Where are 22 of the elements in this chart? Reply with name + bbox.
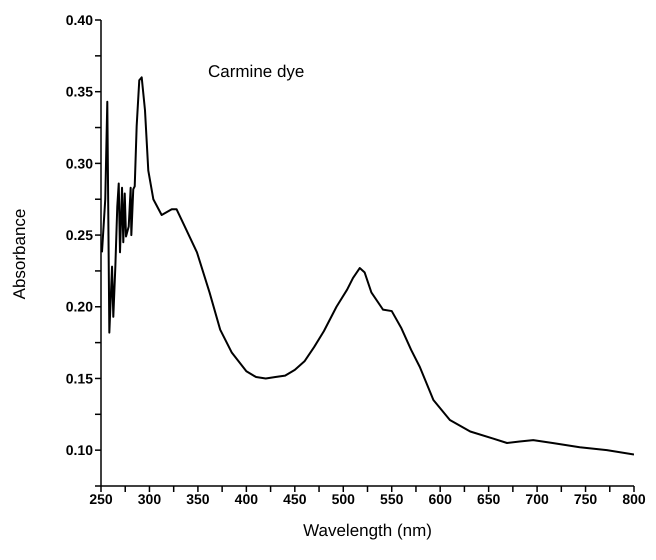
- x-tick-label: 300: [138, 490, 162, 507]
- y-tick-label: 0.10: [66, 442, 94, 458]
- y-tick-label: 0.20: [66, 298, 94, 315]
- x-tick-label: 250: [89, 490, 113, 507]
- y-tick-label: 0.25: [66, 227, 94, 244]
- x-tick-label: 350: [186, 490, 210, 507]
- y-axis-title: Absorbance: [10, 208, 30, 300]
- x-axis-title: Wavelength (nm): [303, 521, 432, 540]
- y-tick-label: 0.35: [66, 84, 94, 100]
- x-tick-label: 600: [428, 490, 452, 507]
- text: Carmine dye: [208, 62, 304, 82]
- x-tick-label: 550: [380, 490, 404, 507]
- y-tick-label: 0.40: [66, 12, 94, 28]
- x-tick-label: 700: [525, 490, 549, 507]
- y-tick-label: 0.15: [66, 370, 94, 386]
- y-tick-label: 0.30: [66, 155, 94, 172]
- x-tick-label: 450: [283, 490, 307, 507]
- x-tick-label: 800: [622, 490, 646, 507]
- x-tick-label: 500: [332, 490, 356, 507]
- x-tick-label: 750: [574, 490, 598, 507]
- x-tick-label: 650: [476, 490, 501, 507]
- x-tick-label: 400: [234, 490, 258, 507]
